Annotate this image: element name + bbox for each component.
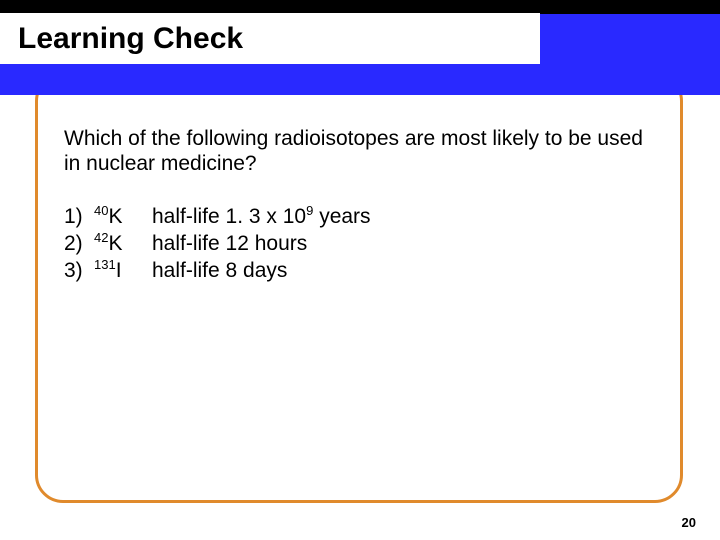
isotope: 42K — [94, 231, 152, 258]
option-3: 3)131Ihalf-life 8 days — [64, 258, 371, 285]
slide-title: Learning Check — [18, 22, 243, 56]
option-number: 2) — [64, 231, 94, 258]
half-life-label: half-life — [152, 259, 220, 282]
option-2: 2)42Khalf-life 12 hours — [64, 231, 371, 258]
page-number: 20 — [682, 515, 696, 530]
option-number: 3) — [64, 258, 94, 285]
options-list: 1)40Khalf-life 1. 3 x 109 years 2)42Khal… — [64, 204, 371, 285]
element-symbol: K — [108, 232, 122, 255]
mass-number: 42 — [94, 230, 108, 245]
question-text: Which of the following radioisotopes are… — [64, 126, 654, 176]
element-symbol: K — [108, 205, 122, 228]
mass-number: 40 — [94, 203, 108, 218]
half-life-unit: years — [313, 205, 370, 228]
slide: Learning Check Which of the following ra… — [0, 0, 720, 540]
half-life-value: 8 days — [226, 259, 288, 282]
isotope: 40K — [94, 204, 152, 231]
element-symbol: I — [116, 259, 122, 282]
mass-number: 131 — [94, 257, 116, 272]
option-1: 1)40Khalf-life 1. 3 x 109 years — [64, 204, 371, 231]
half-life-label: half-life — [152, 232, 220, 255]
top-black-strip — [0, 0, 720, 14]
isotope: 131I — [94, 258, 152, 285]
option-number: 1) — [64, 204, 94, 231]
half-life-value: 12 hours — [226, 232, 308, 255]
half-life-label: half-life — [152, 205, 220, 228]
half-life-value: 1. 3 x 10 — [226, 205, 307, 228]
